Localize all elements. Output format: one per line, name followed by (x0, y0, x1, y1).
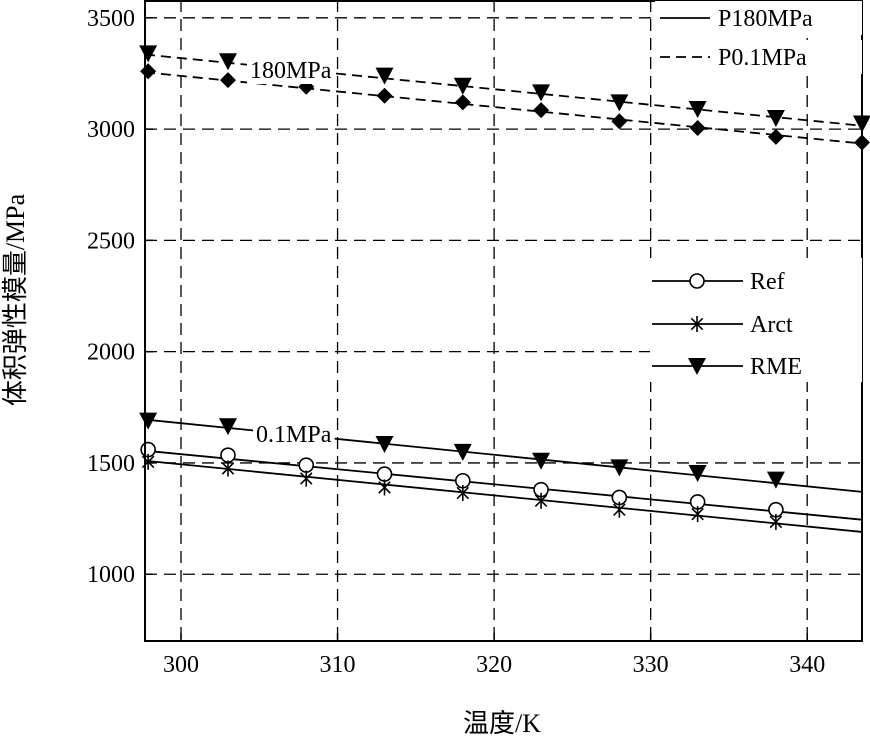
data-point-4-3 (378, 479, 391, 496)
series-line-4 (144, 459, 863, 533)
data-point-4-8 (769, 513, 783, 530)
y-axis-title: 体积弹性模量/MPa (1, 193, 30, 406)
legend-linestyle-label-1: P0.1MPa (718, 45, 807, 71)
data-point-2-6 (688, 464, 707, 482)
annotation-background (247, 58, 335, 84)
data-point-0-5 (532, 84, 551, 102)
data-point-1-8 (767, 128, 784, 145)
data-point-2-7 (766, 471, 785, 489)
data-point-4-2 (299, 470, 313, 487)
data-point-4-5 (534, 492, 548, 509)
legend-marker-label-2: RME (750, 354, 802, 380)
series-line-3 (144, 449, 863, 521)
data-point-0-3 (375, 67, 394, 85)
legend-marker-label-0: Ref (750, 269, 785, 295)
series-line-1 (144, 71, 863, 145)
legend-linestyle-bg-1 (655, 40, 862, 74)
legend-marker-symbol-0 (689, 273, 705, 289)
data-point-0-1 (218, 53, 237, 71)
series-1 (140, 63, 870, 151)
data-point-0-6 (610, 94, 629, 112)
data-point-3-2 (298, 457, 315, 473)
legend-linestyle-label-0: P180MPa (718, 6, 813, 32)
series-4 (141, 453, 863, 533)
x-tick-label-340: 340 (789, 652, 825, 678)
legend-marker-label-1: Arct (750, 312, 793, 338)
annotation-background (253, 422, 335, 448)
data-point-1-1 (219, 72, 236, 89)
x-tick-label-300: 300 (163, 652, 199, 678)
series-2 (139, 412, 863, 493)
y-tick-label-3000: 3000 (87, 117, 135, 143)
legend-marker-symbol-2 (688, 358, 706, 375)
legend-marker-symbol-1 (690, 316, 704, 332)
y-tick-label-2000: 2000 (87, 340, 135, 366)
data-point-0-0 (139, 45, 158, 63)
data-point-2-5 (610, 459, 629, 477)
data-point-0-4 (453, 77, 472, 95)
x-tick-label-310: 310 (320, 652, 356, 678)
data-point-1-7 (689, 119, 706, 136)
data-point-2-4 (532, 452, 551, 470)
data-point-4-1 (221, 460, 235, 477)
data-point-4-7 (691, 506, 704, 523)
x-tick-label-320: 320 (476, 652, 512, 678)
x-axis-title: 温度/K (463, 709, 541, 738)
y-tick-label-1500: 1500 (87, 451, 135, 477)
data-point-1-0 (140, 63, 157, 80)
data-point-0-8 (766, 109, 785, 127)
annotation-180mpa: 180MPa (250, 58, 332, 84)
data-point-2-3 (453, 443, 472, 461)
data-point-1-3 (376, 87, 393, 104)
y-tick-label-1000: 1000 (87, 562, 135, 588)
annotation-0-1mpa: 0.1MPa (256, 422, 332, 448)
data-point-3-3 (376, 466, 393, 482)
y-tick-label-2500: 2500 (87, 228, 135, 254)
axis-layer: 300 310 320 330 340 1000 1500 2000 2500 3000 3500 (87, 0, 863, 678)
x-tick-label-330: 330 (633, 652, 669, 678)
data-point-2-1 (218, 418, 237, 436)
y-tick-label-3500: 3500 (87, 6, 135, 32)
data-point-4-6 (613, 501, 626, 518)
data-point-4-4 (456, 484, 470, 501)
data-point-2-0 (139, 412, 158, 430)
legend-marker-bg (650, 258, 862, 382)
data-point-3-1 (220, 447, 236, 463)
data-point-2-2 (375, 436, 394, 454)
data-point-1-6 (611, 113, 628, 130)
legend-layer: P180MPa P0.1MPa Ref Arct RME (650, 1, 862, 382)
data-point-0-7 (688, 101, 707, 119)
data-point-1-5 (533, 102, 550, 119)
series-line-2 (144, 418, 863, 493)
data-point-1-4 (454, 94, 471, 111)
